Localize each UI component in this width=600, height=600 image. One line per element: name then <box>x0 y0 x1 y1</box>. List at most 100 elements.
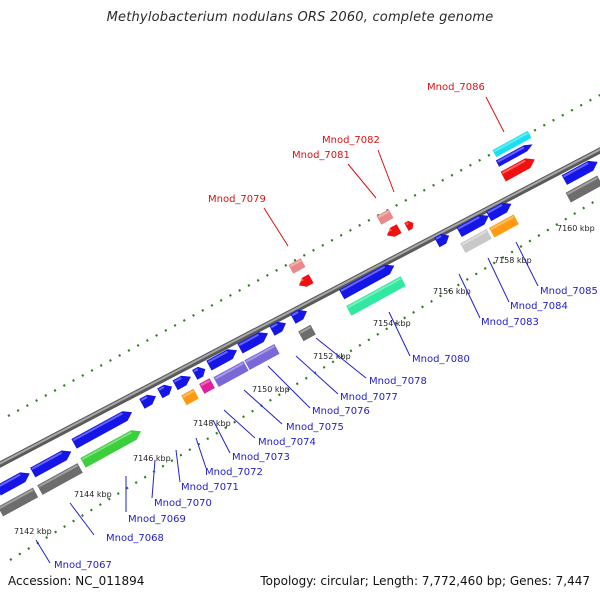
gene-block-16 <box>561 160 598 185</box>
label-leader-line <box>458 273 481 319</box>
gene-label: Mnod_7076 <box>312 406 370 417</box>
gene-block-lavender-1 <box>213 361 249 387</box>
gene-block-red-1 <box>298 274 314 287</box>
label-leader-line <box>69 502 95 536</box>
gene-label: Mnod_7073 <box>232 452 290 463</box>
gene-block-orange-1 <box>181 388 199 406</box>
gene-block-orange-2 <box>489 214 519 238</box>
gene-block-7-highlight <box>193 368 199 373</box>
gene-block-11 <box>290 309 307 324</box>
gene-block-14 <box>456 214 489 237</box>
tick-row-upper <box>7 94 600 417</box>
label-leader-line <box>388 311 411 357</box>
gene-label: Mnod_7072 <box>205 467 263 478</box>
gene-block-8 <box>206 349 237 371</box>
gene-block-3-highlight <box>72 412 123 442</box>
scale-tick-label: 7148 kbp <box>193 419 231 428</box>
gene-block-blue-small-highlight <box>497 146 525 163</box>
gene-block-4-highlight <box>140 396 148 402</box>
accession-text: Accession: NC_011894 <box>8 574 145 588</box>
gene-block-gray-2 <box>37 463 83 495</box>
gene-label: Mnod_7080 <box>412 354 470 365</box>
label-leader-line <box>347 163 377 199</box>
gene-block-gray-2-highlight <box>38 464 79 488</box>
label-leader-line <box>315 337 367 379</box>
label-leader-line <box>485 96 505 133</box>
gene-block-gray-1-highlight <box>0 488 34 509</box>
gene-block-red-3-highlight <box>405 222 409 226</box>
gene-label: Mnod_7084 <box>510 301 568 312</box>
gene-block-gray-4-highlight <box>566 176 598 195</box>
gene-block-red-2-highlight <box>385 228 392 234</box>
scale-tick-label: 7156 kbp <box>433 287 471 296</box>
gene-block-gray-3-highlight <box>299 326 312 334</box>
label-leader-line <box>35 539 51 564</box>
gene-block-mint-highlight <box>347 277 402 309</box>
gene-block-7 <box>192 366 206 380</box>
gene-block-9-highlight <box>238 333 259 346</box>
gene-block-lavender-1-highlight <box>214 362 244 380</box>
gene-block-green-highlight <box>81 431 132 461</box>
gene-label: Mnod_7069 <box>128 514 186 525</box>
genome-summary-text: Topology: circular; Length: 7,772,460 bp… <box>260 574 590 588</box>
gene-block-lightgray-highlight <box>461 230 488 246</box>
gene-block-4 <box>139 394 156 409</box>
gene-label: Mnod_7079 <box>208 194 266 205</box>
gene-block-red-4-highlight <box>501 159 526 174</box>
label-leader-line <box>267 365 311 409</box>
gene-block-green <box>80 430 141 468</box>
label-leader-line <box>263 207 289 247</box>
gene-block-5 <box>157 384 173 399</box>
gene-block-cyan-highlight <box>493 132 529 153</box>
gene-block-red-4 <box>500 158 535 182</box>
gene-block-gray-4 <box>565 175 600 203</box>
gene-block-15-highlight <box>487 204 503 214</box>
gene-block-8-highlight <box>207 350 228 363</box>
gene-block-mint <box>346 276 406 316</box>
gene-block-12-highlight <box>340 266 386 292</box>
gene-block-lightgray <box>460 229 492 253</box>
label-leader-line <box>487 257 510 303</box>
scale-tick-label: 7150 kbp <box>252 385 290 394</box>
gene-block-16-highlight <box>563 162 589 178</box>
label-leader-line <box>151 459 156 499</box>
gene-block-pink-1 <box>288 258 306 274</box>
gene-label: Mnod_7083 <box>481 317 539 328</box>
gene-block-15 <box>486 202 512 222</box>
gene-block-3 <box>71 411 132 449</box>
gene-block-pink-2 <box>376 209 394 225</box>
gene-label: Mnod_7082 <box>322 135 380 146</box>
scale-tick-label: 7154 kbp <box>373 319 411 328</box>
gene-block-14-highlight <box>457 216 480 230</box>
gene-block-6 <box>172 375 191 391</box>
gene-block-13-highlight <box>435 235 442 240</box>
scale-tick-label: 7144 kbp <box>74 490 112 499</box>
gene-block-blue-small <box>495 144 533 167</box>
tick-row-lower <box>9 197 600 561</box>
gene-block-red-2 <box>386 224 402 237</box>
gene-block-orange-1-highlight <box>182 390 195 398</box>
gene-label: Mnod_7070 <box>154 498 212 509</box>
label-leader-line <box>377 149 395 193</box>
gene-label: Mnod_7086 <box>427 82 485 93</box>
gene-block-2-highlight <box>31 451 63 470</box>
scale-tick-label: 7152 kbp <box>313 352 351 361</box>
scale-tick-label: 7160 kbp <box>557 224 595 233</box>
gene-block-pink-2-highlight <box>377 210 390 219</box>
gene-label: Mnod_7067 <box>54 560 112 571</box>
gene-block-gray-3 <box>298 324 316 342</box>
gene-label: Mnod_7075 <box>286 422 344 433</box>
gene-block-11-highlight <box>291 311 299 317</box>
gene-block-12 <box>339 264 395 300</box>
gene-block-10 <box>269 321 286 336</box>
label-leader-line <box>223 409 256 439</box>
gene-block-orange-2-highlight <box>490 215 515 230</box>
gene-label: Mnod_7085 <box>540 286 598 297</box>
gene-label: Mnod_7074 <box>258 437 316 448</box>
gene-block-lavender-2-highlight <box>245 345 275 363</box>
gene-block-pink-1-highlight <box>289 259 302 268</box>
genome-title: Methylobacterium nodulans ORS 2060, comp… <box>106 10 494 25</box>
label-leader-line <box>243 389 283 425</box>
gene-block-lavender-2 <box>244 344 280 370</box>
gene-block-5-highlight <box>158 386 165 391</box>
